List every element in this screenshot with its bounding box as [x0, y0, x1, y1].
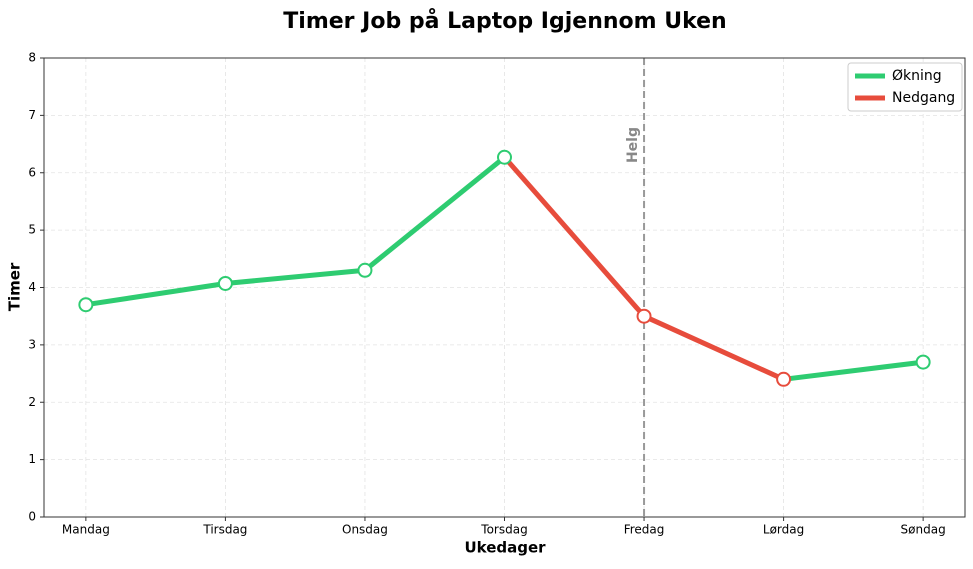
x-tick-label: Onsdag: [342, 523, 388, 537]
x-tick-label: Tirsdag: [202, 523, 247, 537]
y-tick-label: 3: [28, 337, 36, 351]
y-tick-label: 6: [28, 165, 36, 179]
line-segment: [781, 359, 926, 382]
x-tick-label: Lørdag: [763, 523, 804, 537]
plot: Helg: [78, 58, 931, 517]
line-segment: [641, 313, 787, 382]
x-tick-label: Torsdag: [480, 523, 527, 537]
point: [217, 275, 233, 291]
y-tick-label: 8: [28, 51, 36, 65]
legend-label: Nedgang: [892, 90, 955, 106]
y-tick-label: 5: [28, 223, 36, 237]
x-tick-label: Mandag: [62, 523, 110, 537]
annotation-text: Helg: [625, 127, 641, 163]
y-tick-label: 4: [28, 280, 36, 294]
point: [357, 262, 373, 278]
grid: [44, 57, 965, 518]
x-tick-label: Søndag: [901, 523, 946, 537]
line-segment: [362, 154, 507, 273]
y-tick-label: 1: [28, 452, 36, 466]
point: [78, 297, 94, 313]
point: [497, 149, 512, 165]
y-tick-label: 2: [28, 395, 36, 409]
line-segment: [502, 154, 647, 319]
x-axis-label: Ukedager: [464, 539, 546, 557]
y-axis-label: Timer: [6, 262, 24, 311]
plot-frame: [43, 57, 966, 518]
point: [915, 354, 931, 370]
line-segment: [222, 267, 368, 286]
chart-title: Timer Job på Laptop Igjennom Uken: [283, 8, 726, 34]
y-tick-label: 7: [28, 108, 36, 122]
legend-label: Økning: [892, 68, 942, 84]
line-segment: [83, 280, 228, 308]
x-tick-label: Fredag: [624, 523, 665, 537]
point: [636, 308, 652, 324]
point: [776, 371, 792, 387]
y-tick-label: 0: [28, 510, 36, 524]
